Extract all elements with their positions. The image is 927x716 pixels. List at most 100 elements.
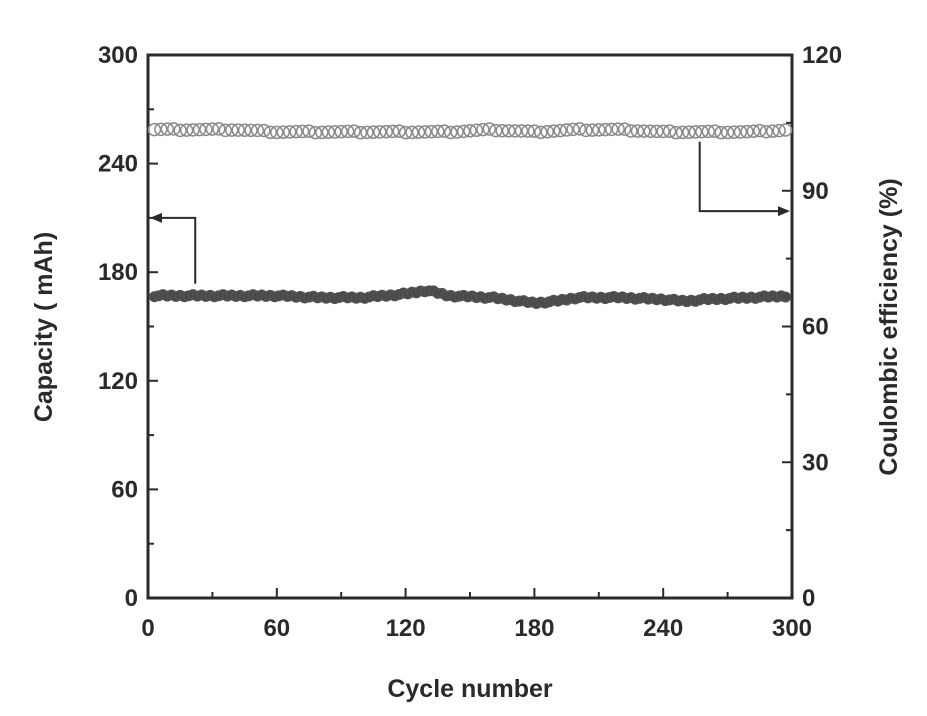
efficiency-point (495, 123, 509, 138)
efficiency-point (385, 124, 400, 139)
y2-axis-title: Coulombic efficiency (%) (875, 178, 903, 475)
efficiency-point (566, 122, 580, 137)
efficiency-point (205, 122, 220, 136)
efficiency-point (392, 124, 406, 138)
y-axis-title: Capacity ( mAh) (30, 232, 58, 422)
efficiency-point (534, 125, 548, 140)
efficiency-point (437, 124, 451, 138)
efficiency-point (173, 123, 187, 138)
efficiency-point (456, 124, 471, 139)
y-tick-label: 120 (98, 368, 138, 395)
y2-axis-ticks: 0 30 60 90 120 (782, 42, 842, 612)
annotation-layer (150, 141, 790, 284)
efficiency-point (489, 123, 503, 138)
efficiency-point (695, 124, 709, 139)
efficiency-point (482, 122, 497, 136)
y-tick-label: 240 (98, 151, 138, 178)
efficiency-point (282, 125, 297, 139)
efficiency-point (179, 123, 194, 137)
efficiency-point (720, 125, 735, 140)
efficiency-point (295, 124, 310, 139)
y2-tick-label: 30 (802, 449, 829, 476)
efficiency-point (572, 122, 587, 136)
efficiency-point (527, 124, 542, 138)
efficiency-point (688, 125, 703, 139)
efficiency-point (521, 124, 535, 138)
efficiency-point (778, 123, 793, 137)
efficiency-point (379, 124, 394, 139)
efficiency-point (167, 122, 181, 136)
efficiency-point (443, 125, 458, 140)
y-tick-label: 300 (98, 42, 138, 69)
efficiency-point (199, 122, 213, 137)
efficiency-point (643, 124, 658, 138)
x-axis-title: Cycle number (387, 675, 553, 703)
efficiency-point (373, 125, 387, 139)
efficiency-point (624, 124, 638, 138)
efficiency-point (302, 124, 316, 138)
efficiency-point (559, 123, 574, 137)
efficiency-point (405, 125, 419, 140)
efficiency-point (463, 124, 477, 138)
efficiency-point (759, 125, 773, 139)
x-tick-label: 60 (263, 615, 290, 642)
efficiency-point (656, 124, 670, 139)
y2-tick-label: 0 (802, 585, 815, 612)
efficiency-point (147, 122, 162, 137)
efficiency-point (276, 125, 290, 139)
efficiency-point (546, 124, 561, 138)
efficiency-point (765, 124, 780, 138)
efficiency-point (508, 124, 522, 138)
series-left-axis (148, 285, 792, 309)
efficiency-point (237, 123, 252, 137)
efficiency-point (289, 124, 303, 139)
efficiency-point (585, 123, 600, 137)
efficiency-point (501, 124, 516, 138)
efficiency-point (212, 122, 226, 136)
efficiency-point (753, 123, 767, 138)
efficiency-point (733, 125, 748, 139)
right-axis-arrow (698, 141, 780, 213)
efficiency-point (701, 124, 716, 139)
series-layer (147, 122, 793, 309)
efficiency-point (328, 125, 342, 139)
y2-tick-label: 120 (802, 42, 842, 69)
efficiency-point (257, 123, 271, 138)
y-tick-label: 180 (98, 259, 138, 286)
y2-tick-label: 90 (802, 178, 829, 205)
x-tick-label: 300 (772, 615, 812, 642)
right-arrow-head (778, 206, 790, 217)
efficiency-point (308, 125, 323, 140)
efficiency-point (154, 122, 168, 137)
series-right-axis (147, 122, 793, 140)
y-tick-label: 60 (111, 476, 138, 503)
efficiency-point (617, 122, 632, 136)
efficiency-point (250, 123, 265, 138)
x-tick-label: 240 (643, 615, 683, 642)
left-axis-arrow (160, 216, 197, 284)
efficiency-point (398, 125, 413, 140)
efficiency-point (682, 125, 696, 139)
efficiency-point (270, 125, 284, 140)
efficiency-point (340, 124, 355, 139)
efficiency-point (360, 125, 374, 140)
efficiency-point (244, 123, 258, 138)
x-tick-label: 120 (386, 615, 426, 642)
efficiency-point (321, 125, 336, 139)
efficiency-point (192, 122, 207, 137)
efficiency-point (514, 124, 529, 138)
efficiency-point (662, 124, 677, 138)
efficiency-point (334, 124, 348, 139)
efficiency-point (418, 125, 432, 139)
x-tick-label: 180 (514, 615, 554, 642)
efficiency-point (637, 124, 651, 138)
y-axis-ticks: 0 60 120 180 240 300 (98, 42, 158, 612)
capacity-point (780, 291, 792, 303)
efficiency-point (772, 123, 786, 138)
efficiency-point (224, 123, 239, 137)
efficiency-point (231, 123, 245, 137)
efficiency-point (714, 125, 728, 140)
efficiency-point (611, 122, 625, 136)
left-arrow-head (150, 212, 162, 223)
efficiency-point (604, 122, 619, 137)
